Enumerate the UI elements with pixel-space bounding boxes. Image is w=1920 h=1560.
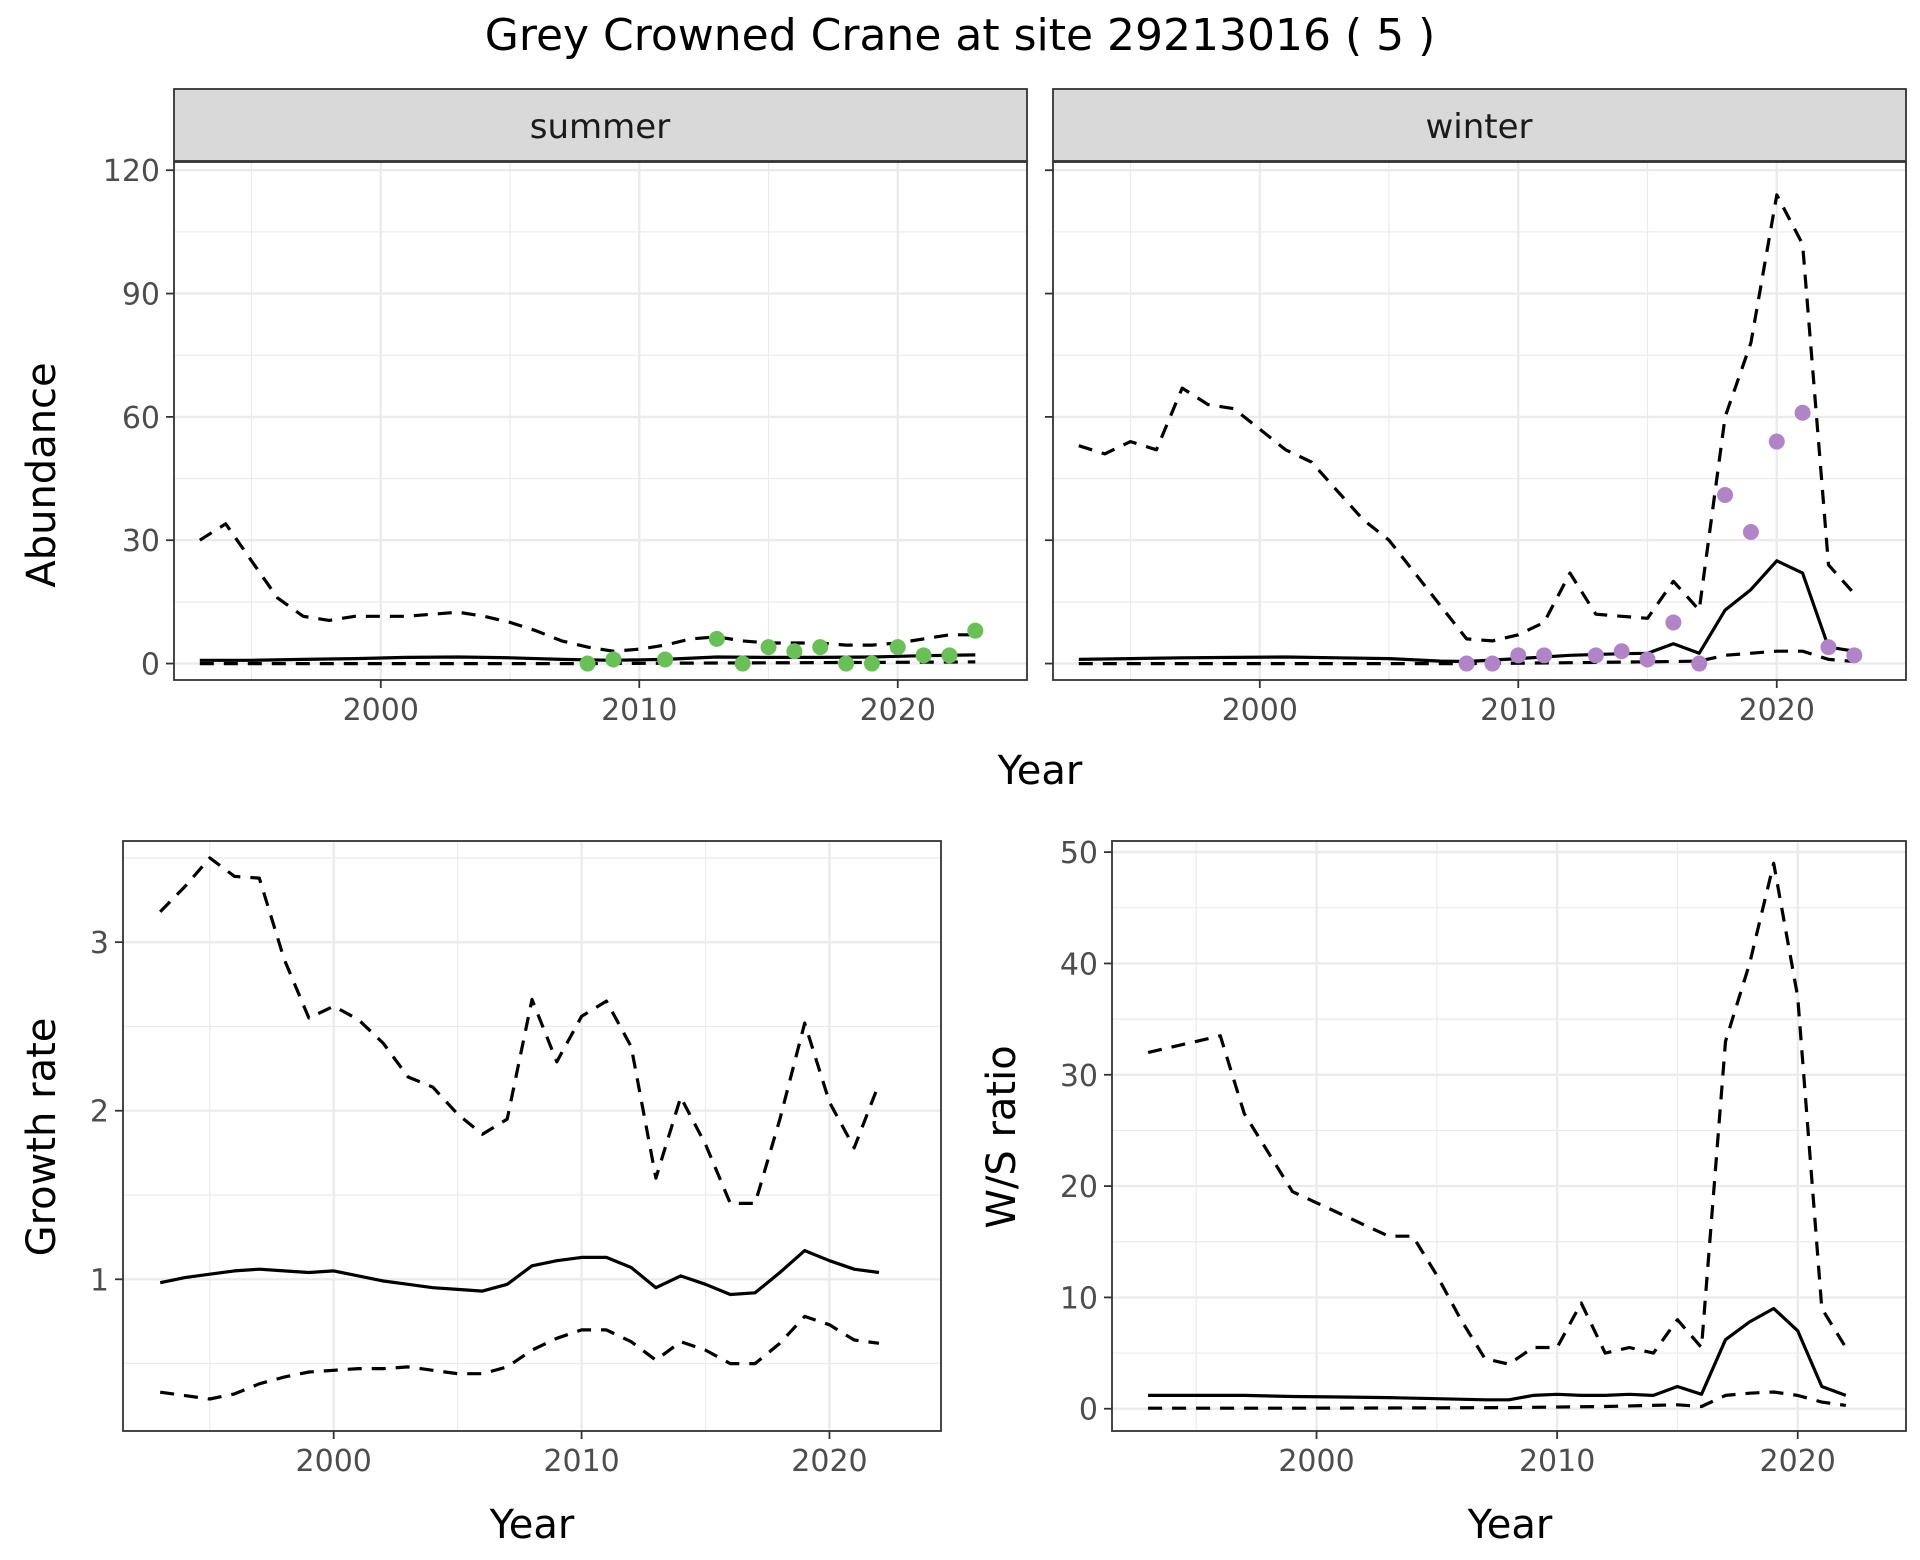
winter-plot: 2000 2010 2020 <box>1045 161 1907 728</box>
winter-x-tick-label-1: 2010 <box>1480 693 1556 728</box>
summer-x-tick-label-2: 2020 <box>860 693 936 728</box>
summer-data-point-10 <box>889 639 906 656</box>
winter-data-point-6 <box>1639 651 1656 668</box>
ws-y-tick-label-1: 10 <box>1060 1281 1098 1316</box>
growth-x-tick-label-2: 2020 <box>791 1444 867 1479</box>
winter-series-line-1 <box>1078 193 1856 643</box>
ws-panel-border <box>1111 840 1907 1432</box>
winter-data-point-7 <box>1665 614 1682 631</box>
growth-series-line-1 <box>159 856 881 1206</box>
summer-data-point-3 <box>708 630 725 647</box>
winter-strip <box>1052 88 1907 162</box>
summer-series-line-1 <box>198 522 976 653</box>
winter-data-point-3 <box>1536 647 1553 664</box>
summer-series-line-2 <box>199 660 976 666</box>
growth-series-line-0 <box>159 1248 880 1297</box>
ws-ratio-panel: 2000 2010 2020 0 10 20 30 40 50 Year W/S ratio <box>979 836 1907 1548</box>
winter-data-point-4 <box>1587 647 1604 664</box>
summer-y-tick-label-0: 0 <box>141 648 160 683</box>
summer-data-point-7 <box>812 639 829 656</box>
winter-data-point-0 <box>1458 655 1475 672</box>
summer-y-tick-label-4: 120 <box>103 154 160 189</box>
summer-data-point-5 <box>760 639 777 656</box>
summer-plot: 2000 2010 2020 0 30 60 90 120 <box>103 154 1028 728</box>
ws-x-tick-label-0: 2000 <box>1278 1444 1354 1479</box>
summer-x-tick-label-0: 2000 <box>343 693 419 728</box>
growth-series-line-2 <box>159 1314 880 1401</box>
winter-series-line-0 <box>1078 559 1855 664</box>
ws-series-line-0 <box>1148 1306 1847 1402</box>
summer-strip <box>173 88 1028 162</box>
winter-data-point-10 <box>1742 524 1759 540</box>
ws-y-tick-label-5: 50 <box>1060 836 1098 871</box>
summer-y-tick-label-1: 30 <box>122 524 160 559</box>
winter-data-point-13 <box>1820 639 1837 656</box>
winter-panel-border <box>1052 161 1907 681</box>
ws-x-axis-title: Year <box>1467 1502 1553 1548</box>
winter-data-point-11 <box>1768 433 1785 450</box>
winter-data-point-5 <box>1613 643 1630 660</box>
summer-y-tick-label-3: 90 <box>122 278 160 313</box>
winter-x-tick-label-2: 2020 <box>1739 693 1815 728</box>
summer-data-point-2 <box>657 651 674 668</box>
ws-y-tick-label-2: 20 <box>1060 1170 1098 1205</box>
abundance-y-axis-title: Abundance <box>19 362 65 587</box>
winter-panel: winter 2000 2010 2020 <box>1045 88 1907 728</box>
growth-y-tick-label-0: 1 <box>90 1263 109 1298</box>
summer-panel: summer 2000 2010 2020 0 30 60 90 120 <box>103 88 1028 728</box>
winter-data-point-12 <box>1794 404 1811 421</box>
ws-y-tick-label-3: 30 <box>1060 1059 1098 1094</box>
growth-x-axis-title: Year <box>489 1502 575 1548</box>
ws-series-line-2 <box>1148 1390 1847 1410</box>
summer-data-point-0 <box>579 655 596 672</box>
growth-rate-panel: 2000 2010 2020 1 2 3 Year Growth rate <box>19 840 942 1548</box>
growth-y-axis-title: Growth rate <box>19 1018 65 1257</box>
summer-strip-label: summer <box>530 107 670 147</box>
winter-strip-label: winter <box>1425 107 1532 147</box>
winter-series-line-2 <box>1078 649 1855 666</box>
summer-data-point-9 <box>863 655 880 672</box>
winter-data-point-1 <box>1484 655 1501 672</box>
summer-data-point-8 <box>838 655 855 672</box>
ws-ratio-plot: 2000 2010 2020 0 10 20 30 40 50 <box>1060 836 1907 1479</box>
growth-y-tick-label-1: 2 <box>90 1095 109 1130</box>
summer-data-point-6 <box>786 643 803 660</box>
growth-rate-plot: 2000 2010 2020 1 2 3 <box>90 840 942 1479</box>
winter-data-point-9 <box>1717 487 1734 503</box>
ws-y-axis-title: W/S ratio <box>979 1045 1025 1228</box>
winter-x-tick-label-0: 2000 <box>1222 693 1298 728</box>
winter-data-point-14 <box>1846 647 1863 664</box>
summer-y-tick-label-2: 60 <box>122 401 160 436</box>
summer-data-point-4 <box>734 655 751 672</box>
summer-data-point-13 <box>967 622 984 639</box>
winter-data-point-2 <box>1510 647 1527 664</box>
ws-y-tick-label-4: 40 <box>1060 947 1098 982</box>
growth-panel-border <box>122 840 942 1432</box>
chart-title: Grey Crowned Crane at site 29213016 ( 5 … <box>485 10 1436 61</box>
summer-data-point-12 <box>941 647 958 664</box>
ws-x-tick-label-1: 2010 <box>1519 1444 1595 1479</box>
summer-panel-border <box>173 161 1028 681</box>
summer-data-point-11 <box>915 647 932 664</box>
summer-data-point-1 <box>605 651 622 668</box>
growth-x-tick-label-1: 2010 <box>543 1444 619 1479</box>
ws-y-tick-label-0: 0 <box>1079 1393 1098 1428</box>
ws-x-tick-label-2: 2020 <box>1760 1444 1836 1479</box>
abundance-x-axis-title: Year <box>997 748 1083 794</box>
growth-x-tick-label-0: 2000 <box>296 1444 372 1479</box>
ws-series-line-1 <box>1147 861 1848 1366</box>
winter-data-point-8 <box>1691 655 1708 672</box>
growth-y-tick-label-2: 3 <box>90 926 109 961</box>
summer-x-tick-label-1: 2010 <box>601 693 677 728</box>
